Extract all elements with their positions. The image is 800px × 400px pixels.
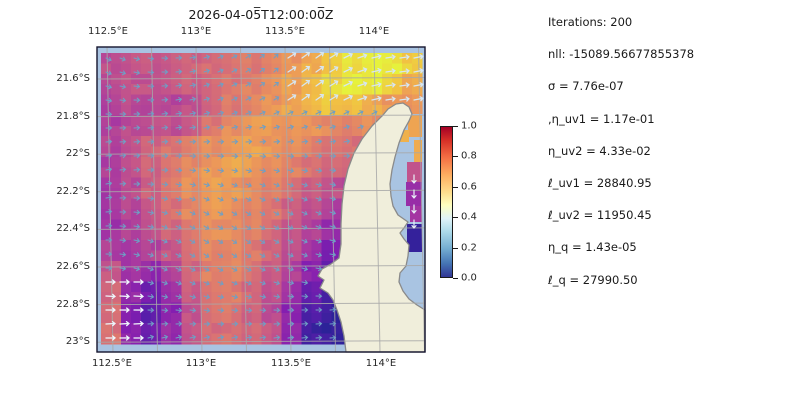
stat-line-2: σ = 7.76e-07 [548,79,624,94]
colorbar-tick-mark [453,186,458,188]
colorbar-tick-mark [453,278,458,279]
colorbar-tick-label: 0.4 [461,211,477,223]
colorbar-tick-label: 0.8 [461,150,477,162]
stat-line-5: ℓ_uv1 = 28840.95 [548,176,652,190]
y-tick-label: 22°S [65,148,90,160]
y-tick-label: 22.4°S [56,223,90,235]
x-tick-label-bottom: 112.5°E [92,358,132,369]
stat-line-6: ℓ_uv2 = 11950.45 [548,208,652,223]
y-tick-label: 23°S [65,336,90,348]
x-tick-label-bottom: 113°E [185,358,217,369]
stat-line-0: Iterations: 200 [548,15,633,29]
colorbar-tick-label: 0.0 [461,272,477,284]
stat-line-4: η_uv2 = 4.33e-02 [548,143,651,158]
stat-line-7: η_q = 1.43e-05 [548,240,637,255]
colorbar [440,126,453,278]
x-tick-label-top: 114°E [358,26,390,37]
y-tick-label: 22.8°S [56,298,90,310]
x-tick-label-top: 113°E [180,26,212,37]
stat-line-1: nll: -15089.56677855378 [548,47,695,62]
colorbar-tick-label: 1.0 [461,120,477,132]
y-tick-label: 22.6°S [56,261,90,272]
x-tick-label-top: 112.5°E [88,26,128,37]
y-tick-label: 22.2°S [56,185,90,197]
plot-title: 2026-04-05̅T12:00:00̅Z [188,7,334,22]
colorbar-tick-label: 0.6 [461,181,477,193]
colorbar-tick-label: 0.2 [461,242,477,254]
y-tick-label: 21.6°S [56,73,90,84]
x-tick-label-top: 113.5°E [265,26,305,37]
stat-line-8: ℓ_q = 27990.50 [548,272,638,287]
x-tick-label-bottom: 113.5°E [271,358,311,369]
colorbar-tick-mark [453,217,458,219]
colorbar-tick-mark [453,156,458,158]
x-tick-label-bottom: 114°E [365,358,397,369]
y-tick-label: 21.8°S [56,110,90,122]
stat-line-3: ,η_uv1 = 1.17e-01 [548,111,655,126]
colorbar-tick-mark [453,247,458,249]
colorbar-tick-mark [453,126,458,127]
